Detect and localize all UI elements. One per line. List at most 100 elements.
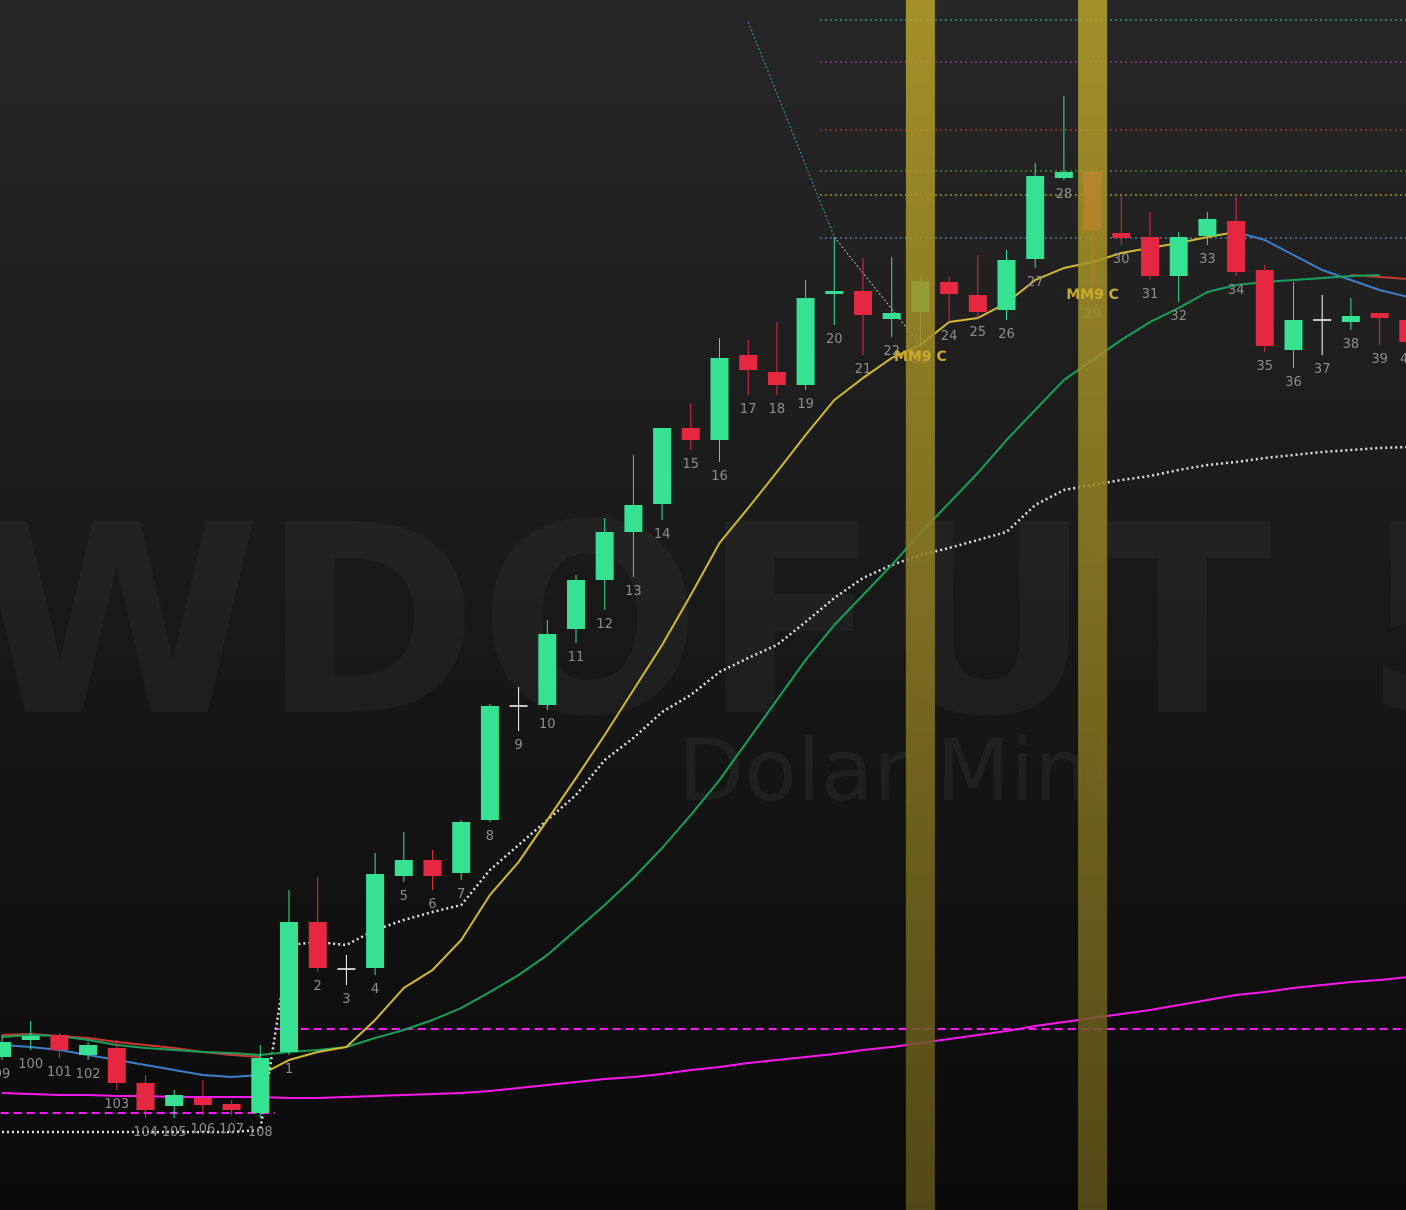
candle-label: 36 [1285, 375, 1302, 390]
candle-label: 3 [342, 992, 350, 1007]
candle-body [1255, 270, 1274, 346]
candle-label: 33 [1199, 252, 1216, 267]
candle-label: 103 [104, 1097, 129, 1112]
candle-body [940, 282, 959, 294]
candle-label: 13 [625, 584, 642, 599]
candle-label: 37 [1314, 362, 1331, 377]
candle-label: 34 [1228, 283, 1245, 298]
candle-label: 40 [1400, 352, 1406, 367]
candle-body [1399, 320, 1406, 342]
candle-body [882, 313, 901, 319]
trend-line [747, 21, 835, 238]
indicator-line [1, 274, 1380, 1056]
candle-label: 11 [568, 650, 585, 665]
candle-label: 101 [47, 1065, 72, 1080]
trend-line [833, 236, 921, 346]
candle-body [1141, 237, 1159, 276]
candle-label: 2 [314, 979, 322, 994]
candle-body [222, 1104, 241, 1110]
candle-label: 5 [400, 889, 408, 904]
candle-label: 39 [1371, 352, 1388, 367]
candle-label: 102 [76, 1067, 101, 1082]
candle-label: 8 [486, 829, 494, 844]
candle-body [1169, 237, 1188, 276]
candle-body [1112, 233, 1131, 238]
candle-label: 16 [711, 469, 728, 484]
candle-label: 104 [133, 1125, 158, 1140]
candle-label: 14 [654, 527, 671, 542]
candle-body [710, 358, 729, 440]
candle-body [1026, 176, 1045, 259]
candle-body [854, 291, 872, 315]
candle-label: 25 [970, 325, 987, 340]
candle-body [595, 532, 614, 580]
candle-label: 32 [1170, 309, 1187, 324]
candle-body [394, 860, 413, 876]
candle-body [1370, 313, 1389, 318]
candle-label: 27 [1027, 275, 1044, 290]
candle-body [825, 291, 844, 294]
highlight-band [1078, 0, 1108, 1210]
candle-body [21, 1036, 40, 1040]
candle-body [681, 428, 700, 440]
candle-body [452, 822, 471, 873]
candle-body [165, 1095, 184, 1106]
candle-label: 20 [826, 332, 843, 347]
candle-body [538, 634, 557, 705]
candle-body [136, 1083, 155, 1110]
candle-label: 24 [941, 329, 958, 344]
candle-label: 99 [0, 1067, 10, 1082]
candle-label: 10 [539, 717, 556, 732]
candle-body [796, 298, 815, 385]
candle-body [79, 1045, 98, 1055]
candle-label: 28 [1056, 187, 1073, 202]
candle-label: 18 [769, 402, 786, 417]
candle-body [50, 1035, 69, 1050]
candle-label: 108 [248, 1125, 273, 1140]
candle-body [739, 355, 758, 370]
candle-label: 35 [1257, 359, 1274, 374]
candle-label: 26 [998, 327, 1015, 342]
candle-body [1341, 316, 1360, 322]
candle-body [624, 505, 643, 532]
candle-body [193, 1098, 212, 1105]
highlight-label: MM9 C [1066, 287, 1119, 303]
candle-label: 7 [457, 887, 465, 902]
candle-body [308, 922, 327, 968]
candle-body [280, 922, 298, 1052]
watermark-subtitle: Dolar Mini [678, 721, 1113, 821]
indicator-line [2, 445, 1406, 1134]
candle-label: 1 [285, 1062, 293, 1077]
candle-body [1198, 219, 1217, 236]
highlight-band [905, 0, 935, 1210]
candle-body [480, 706, 499, 820]
candle-body [968, 295, 987, 312]
candle-body [1284, 320, 1303, 350]
indicator-line [259, 231, 1237, 1076]
candle-body [567, 580, 585, 629]
candle-label: 19 [797, 397, 814, 412]
candle-body [767, 372, 786, 385]
candle-label: 9 [514, 738, 522, 753]
candle-body [251, 1058, 270, 1113]
candle-label: 22 [883, 344, 900, 359]
candle-label: 106 [190, 1122, 215, 1137]
candle-body [997, 260, 1016, 310]
candle-label: 105 [162, 1125, 187, 1140]
candle-body [423, 860, 442, 876]
candle-body [0, 1042, 11, 1057]
candle-label: 38 [1343, 337, 1360, 352]
candle-label: 12 [596, 617, 613, 632]
candle-label: 15 [683, 457, 700, 472]
candle-body [653, 428, 672, 504]
candle-label: 31 [1142, 287, 1159, 302]
candle-body [1054, 172, 1073, 178]
highlight-label: MM9 C [894, 349, 947, 365]
candle-label: 17 [740, 402, 757, 417]
indicator-line [1235, 231, 1406, 298]
indicator-line [1, 1044, 261, 1078]
candle-body [1227, 221, 1246, 272]
